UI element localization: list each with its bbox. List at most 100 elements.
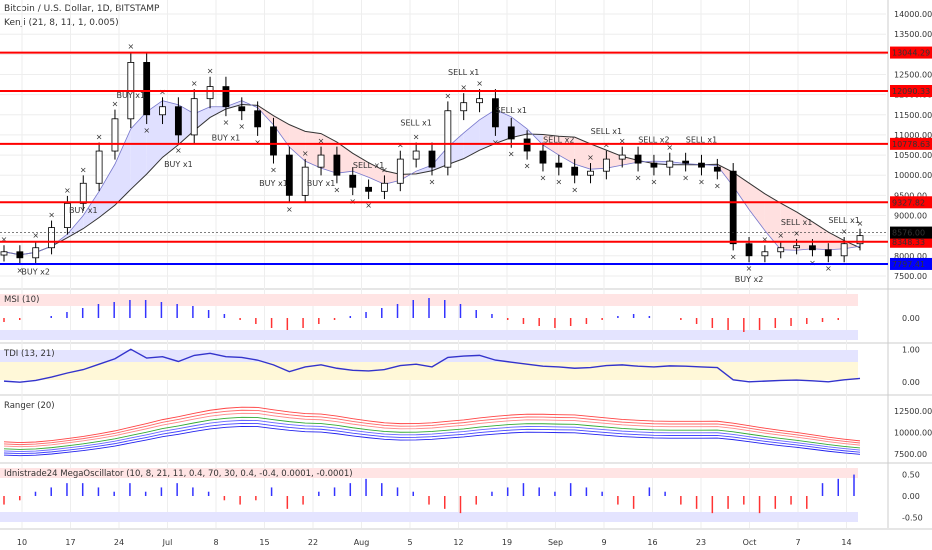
tdi-y-tick-label: 0.00 bbox=[902, 378, 920, 387]
candle bbox=[190, 89, 198, 144]
candle-body bbox=[444, 110, 452, 168]
candle bbox=[602, 150, 610, 180]
ranger-band-line bbox=[3, 422, 861, 455]
sell-x-marker: × bbox=[555, 177, 562, 186]
level-price-label: 7797.41 bbox=[892, 260, 925, 269]
y-tick-label: 10500.00 bbox=[894, 151, 932, 160]
candle bbox=[159, 97, 166, 125]
kenji-cloud-segment bbox=[606, 150, 623, 169]
candle-body bbox=[824, 249, 832, 257]
tdi-title: TDI (13, 21) bbox=[3, 349, 55, 359]
ranger-band-line bbox=[3, 412, 861, 448]
kenji-cloud-segment bbox=[495, 109, 512, 144]
candle bbox=[729, 163, 737, 251]
buy-x-marker: × bbox=[762, 235, 769, 244]
buy-x-marker: × bbox=[1, 235, 8, 244]
kenji-cloud-segment bbox=[463, 119, 480, 159]
indicator-label: Kenji (21, 8, 11, 1, 0.005) bbox=[4, 18, 119, 28]
candle bbox=[539, 142, 547, 172]
buy-x-marker: × bbox=[666, 143, 673, 152]
candle bbox=[396, 150, 404, 192]
buy-x-marker: × bbox=[476, 79, 483, 88]
buy-x-marker: × bbox=[302, 149, 309, 158]
candle-body bbox=[476, 98, 483, 104]
sell-signal-label: SELL x1 bbox=[353, 161, 384, 170]
buy-x-marker: × bbox=[112, 100, 119, 109]
candle-body bbox=[285, 154, 293, 196]
level-price-tag bbox=[890, 137, 932, 150]
msi-title: MSI (10) bbox=[4, 295, 39, 305]
buy-x-marker: × bbox=[64, 186, 71, 195]
candle bbox=[238, 97, 246, 121]
x-tick-label: 24 bbox=[114, 538, 124, 547]
ranger-y-tick-label: 12500.00 bbox=[894, 407, 932, 416]
candle bbox=[666, 152, 674, 176]
kenji-cloud-segment bbox=[273, 115, 290, 148]
last-price-tag bbox=[890, 226, 932, 239]
buy-x-marker: × bbox=[857, 219, 864, 228]
buy-signal-label: BUY x1 bbox=[307, 179, 336, 188]
candle-body bbox=[492, 98, 499, 128]
candle-body bbox=[539, 150, 547, 164]
candle bbox=[682, 152, 690, 172]
candle-body bbox=[143, 62, 151, 116]
kenji-cloud-segment bbox=[336, 142, 353, 174]
candle-body bbox=[745, 243, 753, 257]
kenji-cloud-segment bbox=[114, 128, 131, 206]
level-price-tag bbox=[890, 257, 932, 270]
sell-x-marker: × bbox=[175, 146, 182, 155]
x-tick-label: Oct bbox=[743, 538, 757, 547]
sell-x-marker: × bbox=[635, 173, 642, 182]
sell-x-marker: × bbox=[143, 126, 150, 135]
level-price-tag bbox=[890, 46, 932, 59]
candle bbox=[761, 245, 769, 263]
sell-x-marker: × bbox=[270, 166, 277, 175]
x-tick-label: 19 bbox=[502, 538, 512, 547]
candle-body bbox=[729, 170, 737, 245]
sell-signal-label: SELL x1 bbox=[828, 216, 859, 225]
ranger-band-line bbox=[3, 406, 861, 443]
x-tick-label: 22 bbox=[308, 538, 318, 547]
buy-x-marker: × bbox=[381, 165, 388, 174]
level-price-tag bbox=[890, 84, 932, 97]
candle-body bbox=[111, 118, 119, 152]
x-tick-label: 10 bbox=[17, 538, 27, 547]
buy-x-marker: × bbox=[96, 133, 103, 142]
kenji-cloud-segment bbox=[511, 116, 528, 138]
candle-body bbox=[190, 98, 198, 136]
candle-body bbox=[523, 138, 531, 152]
level-price-label: 9327.82 bbox=[892, 198, 925, 207]
kenji-cloud-segment bbox=[146, 100, 163, 175]
mega-upper-band bbox=[0, 468, 858, 478]
candle-body bbox=[301, 166, 309, 196]
sell-x-marker: × bbox=[714, 181, 721, 190]
level-price-label: 13044.29 bbox=[892, 49, 930, 58]
ranger-band-line bbox=[3, 409, 861, 446]
candle-body bbox=[64, 203, 71, 228]
buy-x-marker: × bbox=[413, 133, 420, 142]
kenji-cloud-segment bbox=[178, 104, 195, 145]
candle bbox=[0, 245, 8, 262]
sell-signal-label: SELL x1 bbox=[781, 218, 812, 227]
buy-x-marker: × bbox=[48, 211, 55, 220]
chart-title: Bitcoin / U.S. Dollar, 1D, BITSTAMP bbox=[4, 4, 160, 14]
candle bbox=[16, 245, 24, 265]
candle-body bbox=[761, 251, 769, 257]
candle-body bbox=[254, 110, 262, 128]
candle bbox=[412, 142, 420, 168]
sell-signal-label: SELL x1 bbox=[496, 106, 527, 115]
sell-x-marker: × bbox=[429, 177, 436, 186]
kenji-cloud-segment bbox=[305, 131, 322, 169]
x-tick-label: 8 bbox=[213, 538, 218, 547]
ranger-title: Ranger (20) bbox=[4, 401, 55, 411]
candle-body bbox=[159, 106, 166, 116]
candle bbox=[587, 163, 594, 184]
kenji-cloud-segment bbox=[780, 203, 797, 251]
candle-body bbox=[602, 158, 610, 172]
candle bbox=[523, 130, 531, 160]
sell-x-marker: × bbox=[540, 173, 547, 182]
candle bbox=[270, 117, 277, 164]
sell-x-marker: × bbox=[825, 264, 832, 273]
mega-y-tick-label: 0.00 bbox=[902, 492, 920, 501]
